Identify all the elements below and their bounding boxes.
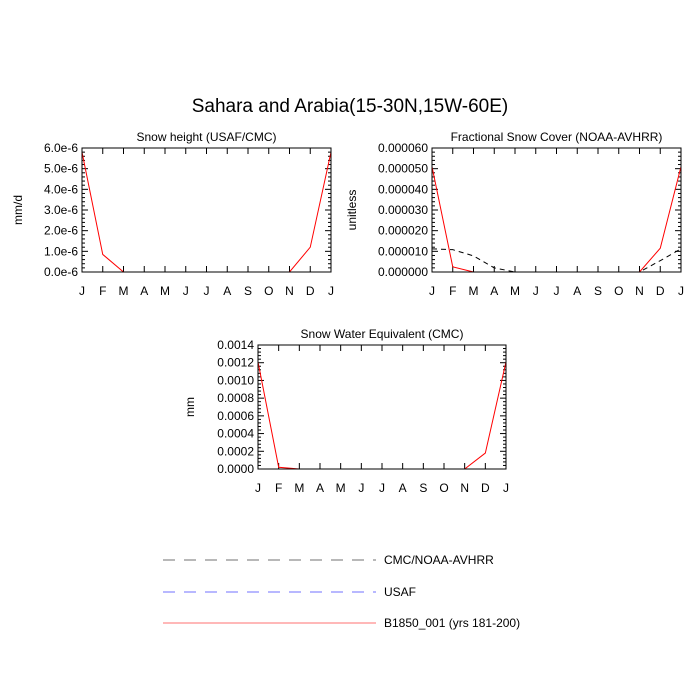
series-line-model bbox=[81, 152, 332, 273]
panel-title: Snow Water Equivalent (CMC) bbox=[301, 327, 464, 341]
chart-panel-2: Fractional Snow Cover (NOAA-AVHRR) unitle… bbox=[345, 130, 684, 298]
y-tick-label: 0.0012 bbox=[217, 356, 254, 370]
series-line-model bbox=[257, 361, 507, 470]
y-tick-label: 3.0e-6 bbox=[44, 203, 78, 217]
x-tick-label: S bbox=[419, 481, 427, 495]
x-tick-label: A bbox=[140, 284, 148, 298]
x-tick-label: N bbox=[460, 481, 469, 495]
x-tick-label: S bbox=[244, 284, 252, 298]
y-axis-label: mm bbox=[183, 397, 197, 417]
x-tick-label: J bbox=[678, 284, 684, 298]
x-tick-label: A bbox=[490, 284, 498, 298]
y-tick-label: 0.0014 bbox=[217, 338, 254, 352]
y-tick-label: 1.0e-6 bbox=[44, 244, 78, 258]
x-tick-label: D bbox=[306, 284, 315, 298]
x-tick-label: J bbox=[554, 284, 560, 298]
x-tick-label: M bbox=[336, 481, 346, 495]
x-tick-label: J bbox=[328, 284, 334, 298]
x-tick-label: S bbox=[594, 284, 602, 298]
x-tick-label: D bbox=[656, 284, 665, 298]
y-tick-label: 0.000050 bbox=[378, 162, 428, 176]
x-tick-label: J bbox=[503, 481, 509, 495]
y-tick-label: 0.0010 bbox=[217, 373, 254, 387]
x-tick-label: J bbox=[255, 481, 261, 495]
x-tick-label: J bbox=[379, 481, 385, 495]
y-tick-label: 6.0e-6 bbox=[44, 141, 78, 155]
plot-frame bbox=[431, 147, 682, 273]
legend-label: CMC/NOAA-AVHRR bbox=[384, 553, 494, 567]
series-line-model bbox=[431, 166, 682, 273]
x-tick-label: N bbox=[285, 284, 294, 298]
y-axis-label: unitless bbox=[345, 190, 359, 231]
x-tick-label: F bbox=[99, 284, 106, 298]
x-tick-label: J bbox=[429, 284, 435, 298]
x-tick-label: F bbox=[275, 481, 282, 495]
legend-label: B1850_001 (yrs 181-200) bbox=[384, 616, 520, 630]
y-tick-label: 0.000020 bbox=[378, 224, 428, 238]
y-tick-label: 0.000000 bbox=[378, 265, 428, 279]
x-tick-label: A bbox=[399, 481, 407, 495]
x-tick-label: O bbox=[264, 284, 273, 298]
y-tick-label: 0.0004 bbox=[217, 427, 254, 441]
plot-frame bbox=[81, 147, 332, 273]
x-tick-label: D bbox=[481, 481, 490, 495]
x-tick-label: M bbox=[294, 481, 304, 495]
y-tick-label: 0.0006 bbox=[217, 409, 254, 423]
x-tick-label: O bbox=[439, 481, 448, 495]
x-tick-label: M bbox=[160, 284, 170, 298]
x-tick-label: A bbox=[573, 284, 581, 298]
x-tick-label: J bbox=[183, 284, 189, 298]
y-tick-label: 0.000010 bbox=[378, 244, 428, 258]
chart-panel-3: Snow Water Equivalent (CMC) mm 0.0000 0.000… bbox=[183, 327, 509, 495]
y-tick-label: 0.000060 bbox=[378, 141, 428, 155]
x-tick-label: J bbox=[79, 284, 85, 298]
x-tick-label: O bbox=[614, 284, 623, 298]
x-tick-label: N bbox=[635, 284, 644, 298]
panel-title: Snow height (USAF/CMC) bbox=[136, 130, 276, 144]
y-tick-label: 0.000040 bbox=[378, 182, 428, 196]
y-tick-label: 2.0e-6 bbox=[44, 224, 78, 238]
y-tick-label: 4.0e-6 bbox=[44, 182, 78, 196]
plot-frame bbox=[257, 344, 507, 470]
x-tick-label: A bbox=[223, 284, 231, 298]
y-tick-label: 0.0008 bbox=[217, 391, 254, 405]
x-tick-label: F bbox=[449, 284, 456, 298]
chart-panel-1: Snow height (USAF/CMC) mm/d 0.0e-6 1.0e-6 2.… bbox=[11, 130, 334, 298]
x-tick-label: M bbox=[510, 284, 520, 298]
y-axis-label: mm/d bbox=[11, 195, 25, 225]
x-tick-label: J bbox=[533, 284, 539, 298]
y-tick-label: 0.0000 bbox=[217, 462, 254, 476]
x-tick-label: J bbox=[358, 481, 364, 495]
legend: CMC/NOAA-AVHRR USAF B1850_001 (yrs 181-200… bbox=[163, 553, 520, 630]
x-tick-label: M bbox=[119, 284, 129, 298]
y-tick-label: 5.0e-6 bbox=[44, 162, 78, 176]
figure-title: Sahara and Arabia(15-30N,15W-60E) bbox=[191, 96, 509, 117]
y-tick-label: 0.0002 bbox=[217, 444, 254, 458]
x-tick-label: M bbox=[469, 284, 479, 298]
x-tick-label: J bbox=[204, 284, 210, 298]
legend-label: USAF bbox=[384, 585, 416, 599]
y-tick-label: 0.000030 bbox=[378, 203, 428, 217]
panel-title: Fractional Snow Cover (NOAA-AVHRR) bbox=[451, 130, 663, 144]
x-tick-label: A bbox=[316, 481, 324, 495]
y-tick-label: 0.0e-6 bbox=[44, 265, 78, 279]
